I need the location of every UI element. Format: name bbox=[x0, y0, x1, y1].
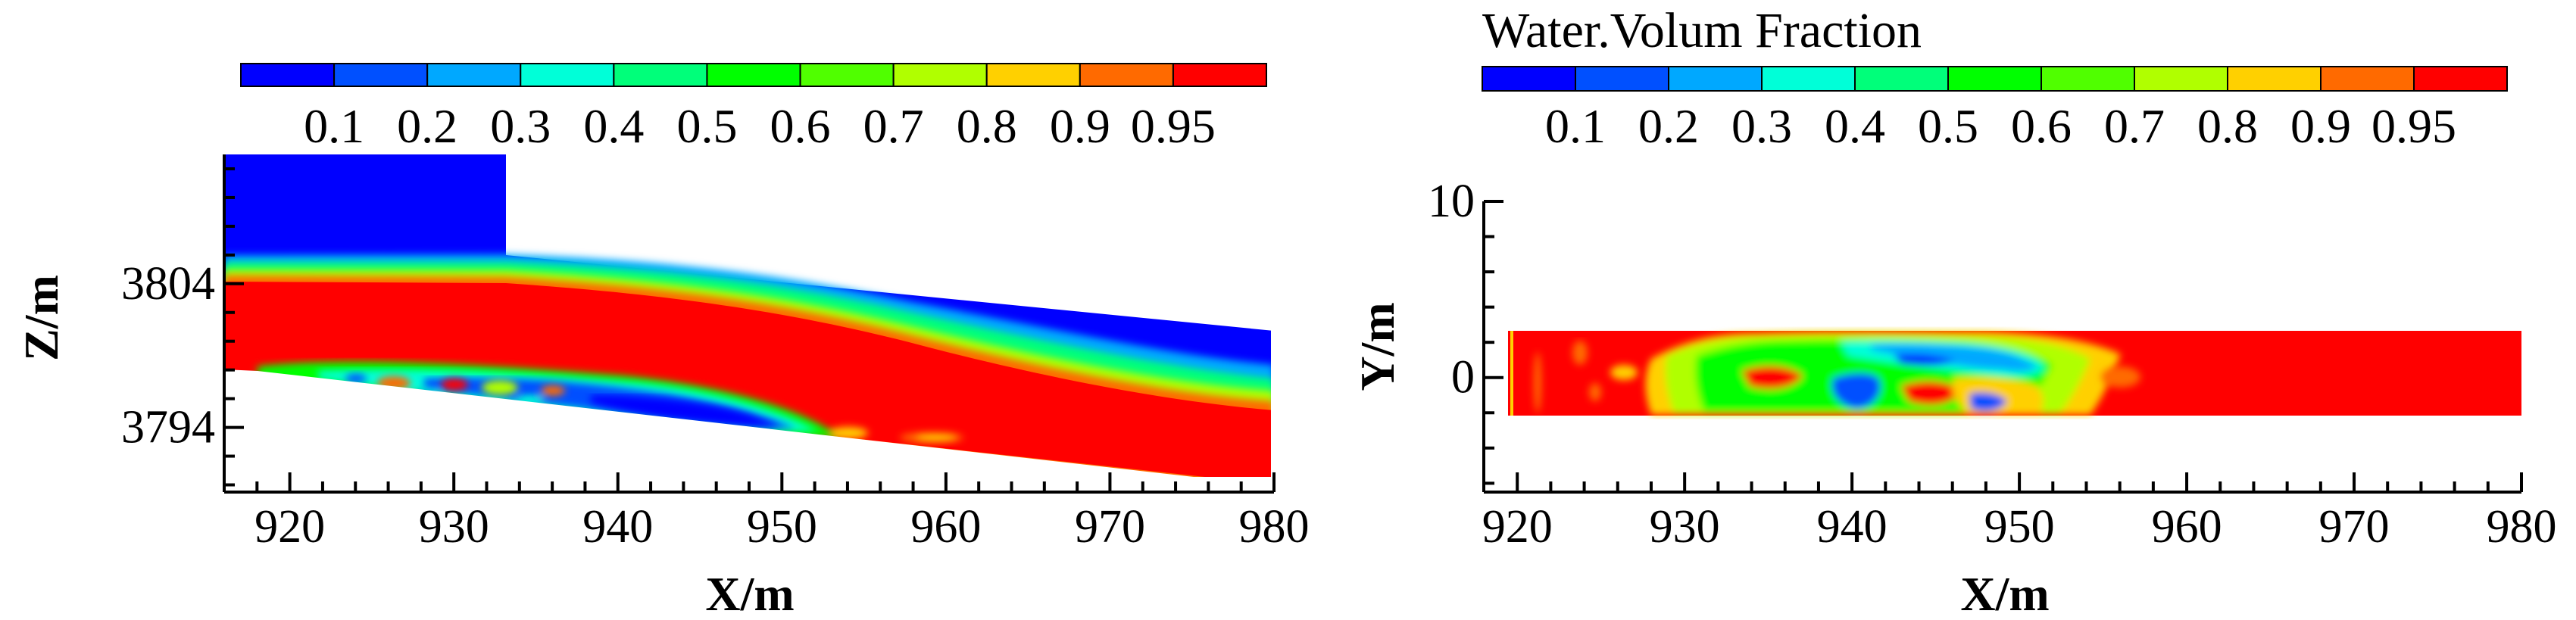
left-colorbar-label: 0.5 bbox=[676, 99, 737, 153]
right-x-tick-label: 920 bbox=[1482, 501, 1553, 553]
left-colorbar-label: 0.3 bbox=[490, 99, 551, 153]
right-y-tick-label: 0 bbox=[1451, 352, 1475, 403]
right-colorbar-label: 0.7 bbox=[2104, 99, 2165, 153]
left-colorbar-label: 0.7 bbox=[863, 99, 924, 153]
colorbar-title: Water.Volum Fraction bbox=[1482, 3, 1922, 58]
right-colorbar-label: 0.8 bbox=[2197, 99, 2258, 153]
right-colorbar-cell bbox=[2041, 66, 2135, 92]
right-x-tick-label: 940 bbox=[1817, 501, 1888, 553]
right-axes bbox=[1482, 201, 2521, 494]
left-colorbar-cell bbox=[520, 63, 615, 87]
left-bed-region bbox=[224, 369, 1194, 477]
right-colorbar-label: 0.6 bbox=[2011, 99, 2072, 153]
right-x-tick-label: 960 bbox=[2152, 501, 2222, 553]
left-x-axis-title: X/m bbox=[705, 567, 794, 620]
right-y-tick-label: 10 bbox=[1428, 176, 1475, 227]
right-contour-field bbox=[1508, 331, 2521, 416]
right-x-tick-label: 980 bbox=[2487, 501, 2557, 553]
right-x-ticks: 920 930 940 950 960 970 980 bbox=[1482, 472, 2557, 553]
left-colorbar-label: 0.1 bbox=[304, 99, 364, 153]
left-cavity-core bbox=[591, 395, 780, 427]
left-contour-field bbox=[224, 154, 1271, 477]
left-y-tick-label: 3794 bbox=[121, 402, 215, 453]
left-x-tick-label: 970 bbox=[1075, 501, 1145, 553]
left-x-ticks: 920 930 940 950 960 970 980 bbox=[223, 472, 1310, 553]
right-upstream-patches bbox=[1534, 341, 2140, 413]
left-colorbar-cell bbox=[799, 63, 895, 87]
left-colorbar-cell bbox=[613, 63, 708, 87]
right-x-axis-title: X/m bbox=[1960, 567, 2049, 620]
right-colorbar-cell bbox=[1482, 66, 1576, 92]
left-x-tick-label: 930 bbox=[419, 501, 489, 553]
right-colorbar-label: 0.9 bbox=[2290, 99, 2351, 153]
right-colorbar-cell bbox=[2413, 66, 2508, 92]
left-x-tick-label: 980 bbox=[1239, 501, 1310, 553]
right-colorbar-cell bbox=[1854, 66, 1949, 92]
right-colorbar-cell bbox=[1668, 66, 1763, 92]
left-colorbar-cell bbox=[985, 63, 1081, 87]
right-colorbar-cell bbox=[2320, 66, 2415, 92]
right-x-tick-label: 950 bbox=[1984, 501, 2055, 553]
right-mixing-zone bbox=[1645, 331, 2121, 415]
left-y-ticks: 3794 3804 bbox=[121, 167, 244, 487]
right-colorbar-label: 0.4 bbox=[1825, 99, 1885, 153]
left-colorbar: 0.1 0.2 0.3 0.4 0.5 0.6 0.7 0.8 0.9 0.95 bbox=[240, 63, 1267, 153]
right-colorbar-label: 0.1 bbox=[1545, 99, 1606, 153]
left-y-tick-label: 3804 bbox=[121, 258, 215, 310]
left-x-tick-label: 960 bbox=[910, 501, 981, 553]
right-y-ticks: 0 10 bbox=[1428, 176, 1503, 485]
left-plot: 920 930 940 950 960 970 980 3794 3804 X/m Z/m bbox=[14, 154, 1310, 620]
right-colorbar-label: 0.2 bbox=[1638, 99, 1699, 153]
right-x-tick-label: 970 bbox=[2319, 501, 2390, 553]
left-colorbar-cell bbox=[240, 63, 336, 87]
left-x-tick-label: 940 bbox=[582, 501, 653, 553]
right-colorbar-cell bbox=[1947, 66, 2042, 92]
left-colorbar-label: 0.95 bbox=[1131, 99, 1216, 153]
left-colorbar-label: 0.8 bbox=[957, 99, 1017, 153]
left-colorbar-cell bbox=[1079, 63, 1174, 87]
right-colorbar-label: 0.5 bbox=[1918, 99, 1978, 153]
left-x-tick-label: 920 bbox=[254, 501, 325, 553]
right-colorbar-cell bbox=[2134, 66, 2228, 92]
left-colorbar-cell bbox=[892, 63, 988, 87]
left-x-tick-label: 950 bbox=[747, 501, 817, 553]
right-colorbar: Water.Volum Fraction 0.1 0.2 0.3 0.4 0.5 0.6 0… bbox=[1482, 3, 2508, 153]
right-plot: 920 930 940 950 960 970 980 0 10 X/m Y/m bbox=[1350, 176, 2557, 620]
right-colorbar-cell bbox=[1575, 66, 1669, 92]
left-colorbar-label: 0.9 bbox=[1050, 99, 1110, 153]
left-colorbar-cell bbox=[706, 63, 801, 87]
right-colorbar-cell bbox=[2227, 66, 2322, 92]
left-water-body bbox=[224, 282, 1271, 477]
right-x-tick-label: 930 bbox=[1650, 501, 1720, 553]
left-colorbar-cell bbox=[1172, 63, 1267, 87]
left-y-axis-title: Z/m bbox=[14, 275, 68, 361]
right-colorbar-label: 0.95 bbox=[2371, 99, 2456, 153]
left-colorbar-cell bbox=[426, 63, 522, 87]
right-y-axis-title: Y/m bbox=[1350, 302, 1404, 391]
right-colorbar-label: 0.3 bbox=[1731, 99, 1792, 153]
left-colorbar-label: 0.6 bbox=[770, 99, 831, 153]
right-colorbar-cell bbox=[1761, 66, 1856, 92]
left-colorbar-cell bbox=[333, 63, 429, 87]
left-colorbar-label: 0.2 bbox=[397, 99, 457, 153]
left-colorbar-label: 0.4 bbox=[583, 99, 644, 153]
